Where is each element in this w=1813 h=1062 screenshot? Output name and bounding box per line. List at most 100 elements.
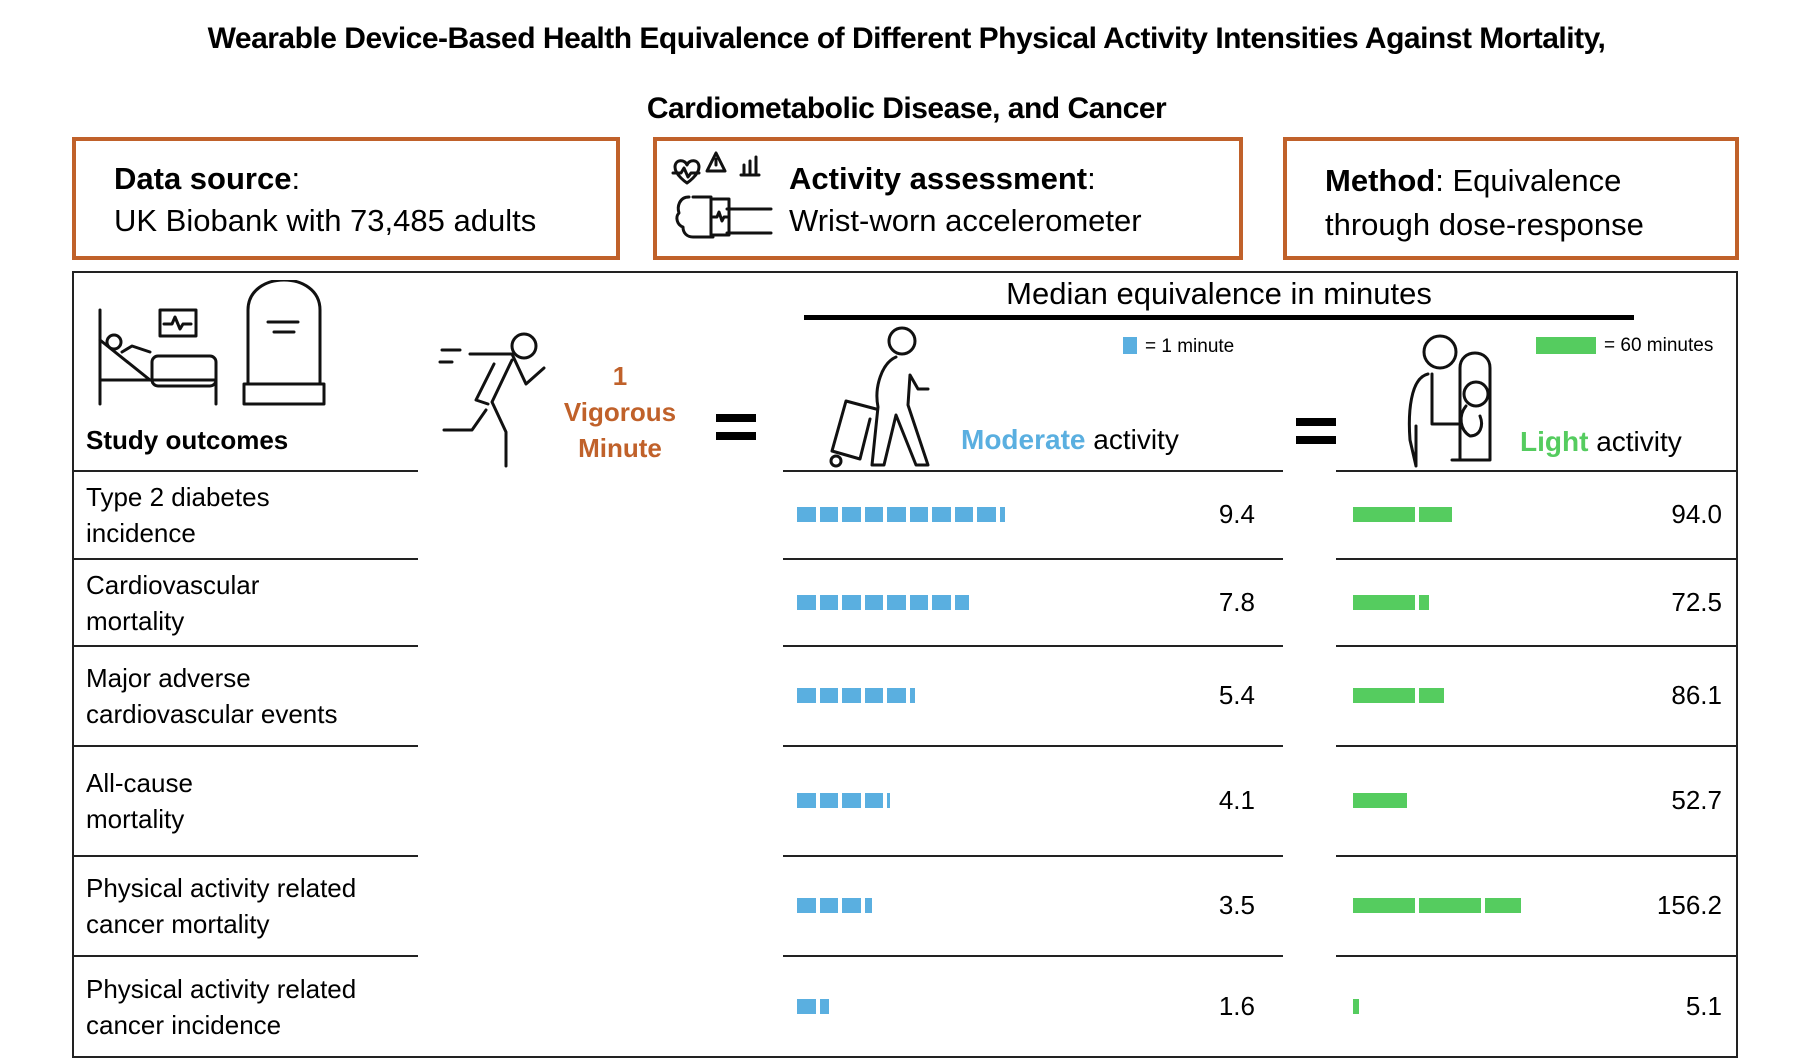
title-line-1: Wearable Device-Based Health Equivalence… — [207, 22, 1606, 55]
row-divider — [72, 955, 418, 957]
row-divider — [783, 645, 1283, 647]
outcome-line-1: Type 2 diabetes — [86, 482, 270, 512]
median-equivalence-title: Median equivalence in minutes — [1006, 276, 1432, 311]
outcome-line-2: mortality — [86, 804, 185, 834]
row-divider — [783, 855, 1283, 857]
row-divider — [783, 745, 1283, 747]
moderate-bar-block — [842, 507, 861, 522]
moderate-bar-block — [909, 507, 928, 522]
moderate-bar-block — [797, 898, 816, 913]
row-divider — [1336, 558, 1738, 560]
moderate-bar-block — [842, 688, 861, 703]
moderate-bar-block — [977, 507, 996, 522]
study-outcomes-heading: Study outcomes — [86, 425, 289, 455]
row-divider — [1336, 470, 1738, 472]
moderate-bar-block — [864, 507, 883, 522]
light-word: Light — [1520, 426, 1589, 457]
moderate-bar-block — [797, 507, 816, 522]
moderate-bar-block — [797, 793, 816, 808]
moderate-bar-block — [819, 998, 829, 1014]
row-divider — [1336, 955, 1738, 957]
vigorous-line2: Minute — [578, 433, 662, 463]
outcome-line-2: mortality — [86, 605, 185, 636]
moderate-legend-text: = 1 minute — [1145, 336, 1235, 357]
light-bar-block — [1353, 998, 1359, 1014]
moderate-bar-block — [932, 507, 951, 522]
equals-sign-2b — [1296, 436, 1336, 444]
method-text-2: through dose-response — [1325, 207, 1644, 242]
moderate-bar-block — [954, 594, 969, 610]
light-bar-block — [1353, 594, 1415, 610]
row-divider — [1336, 745, 1738, 747]
moderate-value: 7.8 — [1218, 586, 1255, 617]
outcome-line-1: Major adverse — [86, 663, 251, 693]
data-source-label: Data source — [114, 161, 292, 196]
moderate-bar-block — [864, 898, 872, 913]
data-source-box: Data source: UK Biobank with 73,485 adul… — [72, 137, 620, 260]
moderate-bar-block — [909, 594, 928, 610]
moderate-bar-block — [999, 507, 1005, 522]
moderate-value: 4.1 — [1218, 785, 1255, 815]
light-value: 52.7 — [1671, 785, 1722, 815]
activity-assessment-text: Wrist-worn accelerometer — [789, 203, 1142, 238]
results-table — [72, 271, 1738, 1058]
moderate-word: Moderate — [961, 424, 1086, 455]
outcome-line-1: All-cause — [86, 768, 193, 798]
equals-sign-2 — [1296, 418, 1336, 426]
row-divider — [783, 955, 1283, 957]
row-divider — [783, 558, 1283, 560]
moderate-bar-block — [819, 507, 838, 522]
outcome-line-2: incidence — [86, 518, 196, 548]
moderate-bar-block — [819, 898, 838, 913]
moderate-bar-block — [797, 594, 816, 610]
light-bar-block — [1419, 898, 1481, 913]
activity-assessment-label: Activity assessment — [789, 161, 1088, 196]
light-value: 94.0 — [1671, 499, 1722, 529]
title-line-2: Cardiometabolic Disease, and Cancer — [646, 92, 1167, 125]
outcome-line-1: Cardiovascular — [86, 569, 260, 600]
activity-word: activity — [1588, 426, 1682, 457]
light-bar-block — [1419, 594, 1429, 610]
light-value: 156.2 — [1656, 890, 1722, 920]
moderate-value: 3.5 — [1218, 890, 1255, 920]
moderate-bar-block — [819, 594, 838, 610]
equals-sign-1 — [716, 414, 756, 422]
light-activity-label: Light activity — [1520, 426, 1682, 458]
row-divider — [72, 855, 418, 857]
activity-assessment-box: Activity assessment: Wrist-worn accelero… — [653, 137, 1243, 260]
moderate-bar-block — [887, 594, 906, 610]
vigorous-minute-label: 1 Vigorous Minute — [540, 358, 700, 466]
light-legend-text: = 60 minutes — [1604, 335, 1714, 356]
moderate-bar-block — [797, 688, 816, 703]
caregiver-with-baby-icon — [1407, 334, 1492, 468]
colon: : — [1087, 161, 1096, 196]
moderate-bar-block — [842, 898, 861, 913]
running-person-icon — [438, 332, 546, 468]
light-bar-block — [1419, 507, 1453, 522]
method-text-1: Equivalence — [1443, 163, 1622, 198]
light-legend-swatch — [1536, 337, 1596, 354]
outcome-line-1: Physical activity related — [86, 873, 357, 903]
moderate-bar-block — [819, 688, 838, 703]
moderate-bar-block — [954, 507, 973, 522]
wrist-accelerometer-icon — [671, 151, 773, 239]
colon: : — [291, 161, 301, 196]
row-divider — [1336, 645, 1738, 647]
light-bar-block — [1353, 793, 1407, 808]
outcome-line-2: cancer mortality — [86, 909, 270, 939]
method-box: Method: Equivalence through dose-respons… — [1283, 137, 1739, 260]
moderate-bar-block — [887, 793, 890, 808]
light-bar-block — [1353, 898, 1415, 913]
colon: : — [1435, 163, 1444, 198]
moderate-bar-block — [797, 998, 816, 1014]
outcome-line-2: cardiovascular events — [86, 699, 338, 729]
row-divider — [72, 645, 418, 647]
moderate-bar-block — [932, 594, 951, 610]
row-divider — [72, 745, 418, 747]
equals-sign-1b — [716, 432, 756, 440]
moderate-activity-label: Moderate activity — [961, 424, 1179, 456]
vigorous-count: 1 — [612, 361, 628, 391]
moderate-bar-block — [887, 507, 906, 522]
hospital-bed-and-gravestone-icon — [98, 280, 326, 406]
outcome-line-1: Physical activity related — [86, 973, 357, 1004]
